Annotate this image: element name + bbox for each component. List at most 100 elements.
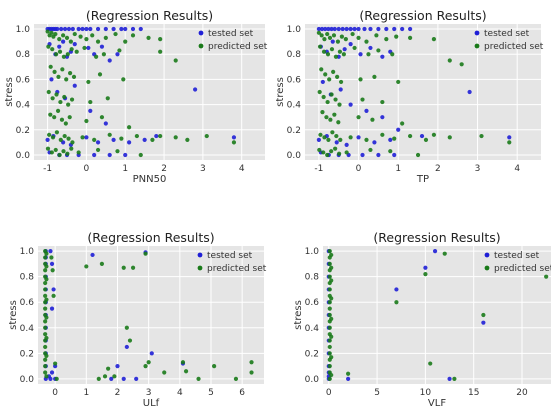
tested-point [334, 140, 339, 145]
predicted-point [150, 137, 155, 142]
legend-label: tested set [208, 29, 254, 39]
tested-point [338, 87, 343, 92]
predicted-point [62, 94, 67, 100]
legend-label: tested set [484, 29, 530, 39]
predicted-point [327, 364, 332, 369]
predicted-point [321, 49, 327, 54]
x-tick-label: 2 [435, 164, 441, 174]
predicted-point [332, 112, 337, 117]
predicted-point [408, 133, 413, 139]
predicted-point [97, 72, 103, 77]
predicted-point [337, 151, 342, 156]
predicted-point [53, 147, 58, 153]
predicted-point [127, 125, 132, 130]
predicted-point [366, 52, 371, 57]
predicted-point [43, 370, 48, 375]
predicted-point [158, 37, 163, 42]
predicted-point [337, 102, 342, 107]
predicted-point [99, 115, 105, 120]
chart-title: (Regression Results) [359, 8, 486, 23]
predicted-point [103, 35, 108, 40]
predicted-point [196, 376, 201, 381]
x-tick-label: 20 [516, 388, 528, 398]
tested-point [346, 376, 351, 381]
y-tick-label: 1.0 [287, 25, 302, 35]
tested-point [396, 127, 401, 132]
y-tick-label: 0.4 [20, 324, 35, 334]
tested-point [368, 45, 373, 51]
predicted-point [69, 146, 74, 151]
predicted-point [43, 280, 48, 286]
predicted-point [319, 33, 324, 38]
predicted-point [352, 45, 357, 51]
predicted-point [53, 31, 58, 37]
tested-point [332, 26, 337, 32]
tested-point [115, 364, 120, 369]
predicted-point [46, 44, 51, 49]
predicted-point [96, 376, 101, 381]
predicted-point [329, 355, 334, 360]
predicted-point [415, 152, 421, 158]
predicted-point [63, 121, 68, 126]
predicted-point [65, 151, 70, 156]
predicted-point [343, 37, 348, 42]
tested-point [340, 26, 345, 32]
tested-point [447, 376, 452, 381]
tested-point [376, 152, 381, 158]
predicted-point [49, 150, 54, 155]
y-tick-label: 1.0 [305, 247, 320, 257]
predicted-point [329, 316, 334, 321]
predicted-point [333, 97, 338, 102]
predicted-point [231, 140, 237, 145]
predicted-point [124, 325, 129, 330]
tested-point [88, 108, 93, 113]
tested-point [193, 87, 198, 92]
predicted-point [54, 92, 59, 97]
predicted-point [44, 335, 49, 341]
tested-point [400, 26, 405, 32]
predicted-point [329, 334, 334, 339]
y-axis-label: stress [293, 300, 304, 330]
predicted-point [43, 287, 48, 292]
predicted-point [335, 39, 341, 44]
predicted-point [112, 374, 117, 379]
tested-point [348, 26, 353, 32]
tested-point [336, 26, 341, 32]
legend-label: predicted set [494, 264, 551, 274]
predicted-point [173, 135, 178, 140]
predicted-point [330, 130, 335, 135]
predicted-point [49, 255, 54, 260]
predicted-point [101, 52, 106, 57]
tested-point [342, 47, 347, 52]
predicted-point [327, 306, 332, 311]
predicted-point [350, 31, 355, 37]
legend-marker [474, 30, 480, 36]
tested-point [380, 115, 385, 120]
predicted-point [64, 77, 69, 82]
predicted-point [321, 150, 326, 155]
predicted-point [57, 152, 62, 158]
predicted-point [325, 152, 330, 158]
predicted-point [329, 47, 335, 52]
y-tick-label: 1.0 [16, 25, 31, 35]
predicted-point [327, 274, 332, 279]
predicted-point [61, 33, 66, 38]
y-tick-label: 0.0 [287, 151, 302, 161]
predicted-point [318, 132, 323, 137]
predicted-point [327, 338, 332, 343]
tested-point [392, 152, 397, 158]
predicted-point [337, 49, 343, 54]
predicted-point [121, 77, 126, 82]
predicted-point [329, 149, 334, 154]
predicted-point [338, 137, 343, 142]
x-tick-label: 5 [374, 388, 380, 398]
predicted-point [329, 92, 334, 97]
tested-point [134, 376, 139, 381]
tested-point [119, 26, 124, 32]
predicted-point [400, 121, 405, 126]
legend-marker [198, 30, 204, 36]
predicted-point [327, 325, 332, 330]
legend-marker [474, 43, 480, 49]
predicted-point [44, 315, 49, 320]
